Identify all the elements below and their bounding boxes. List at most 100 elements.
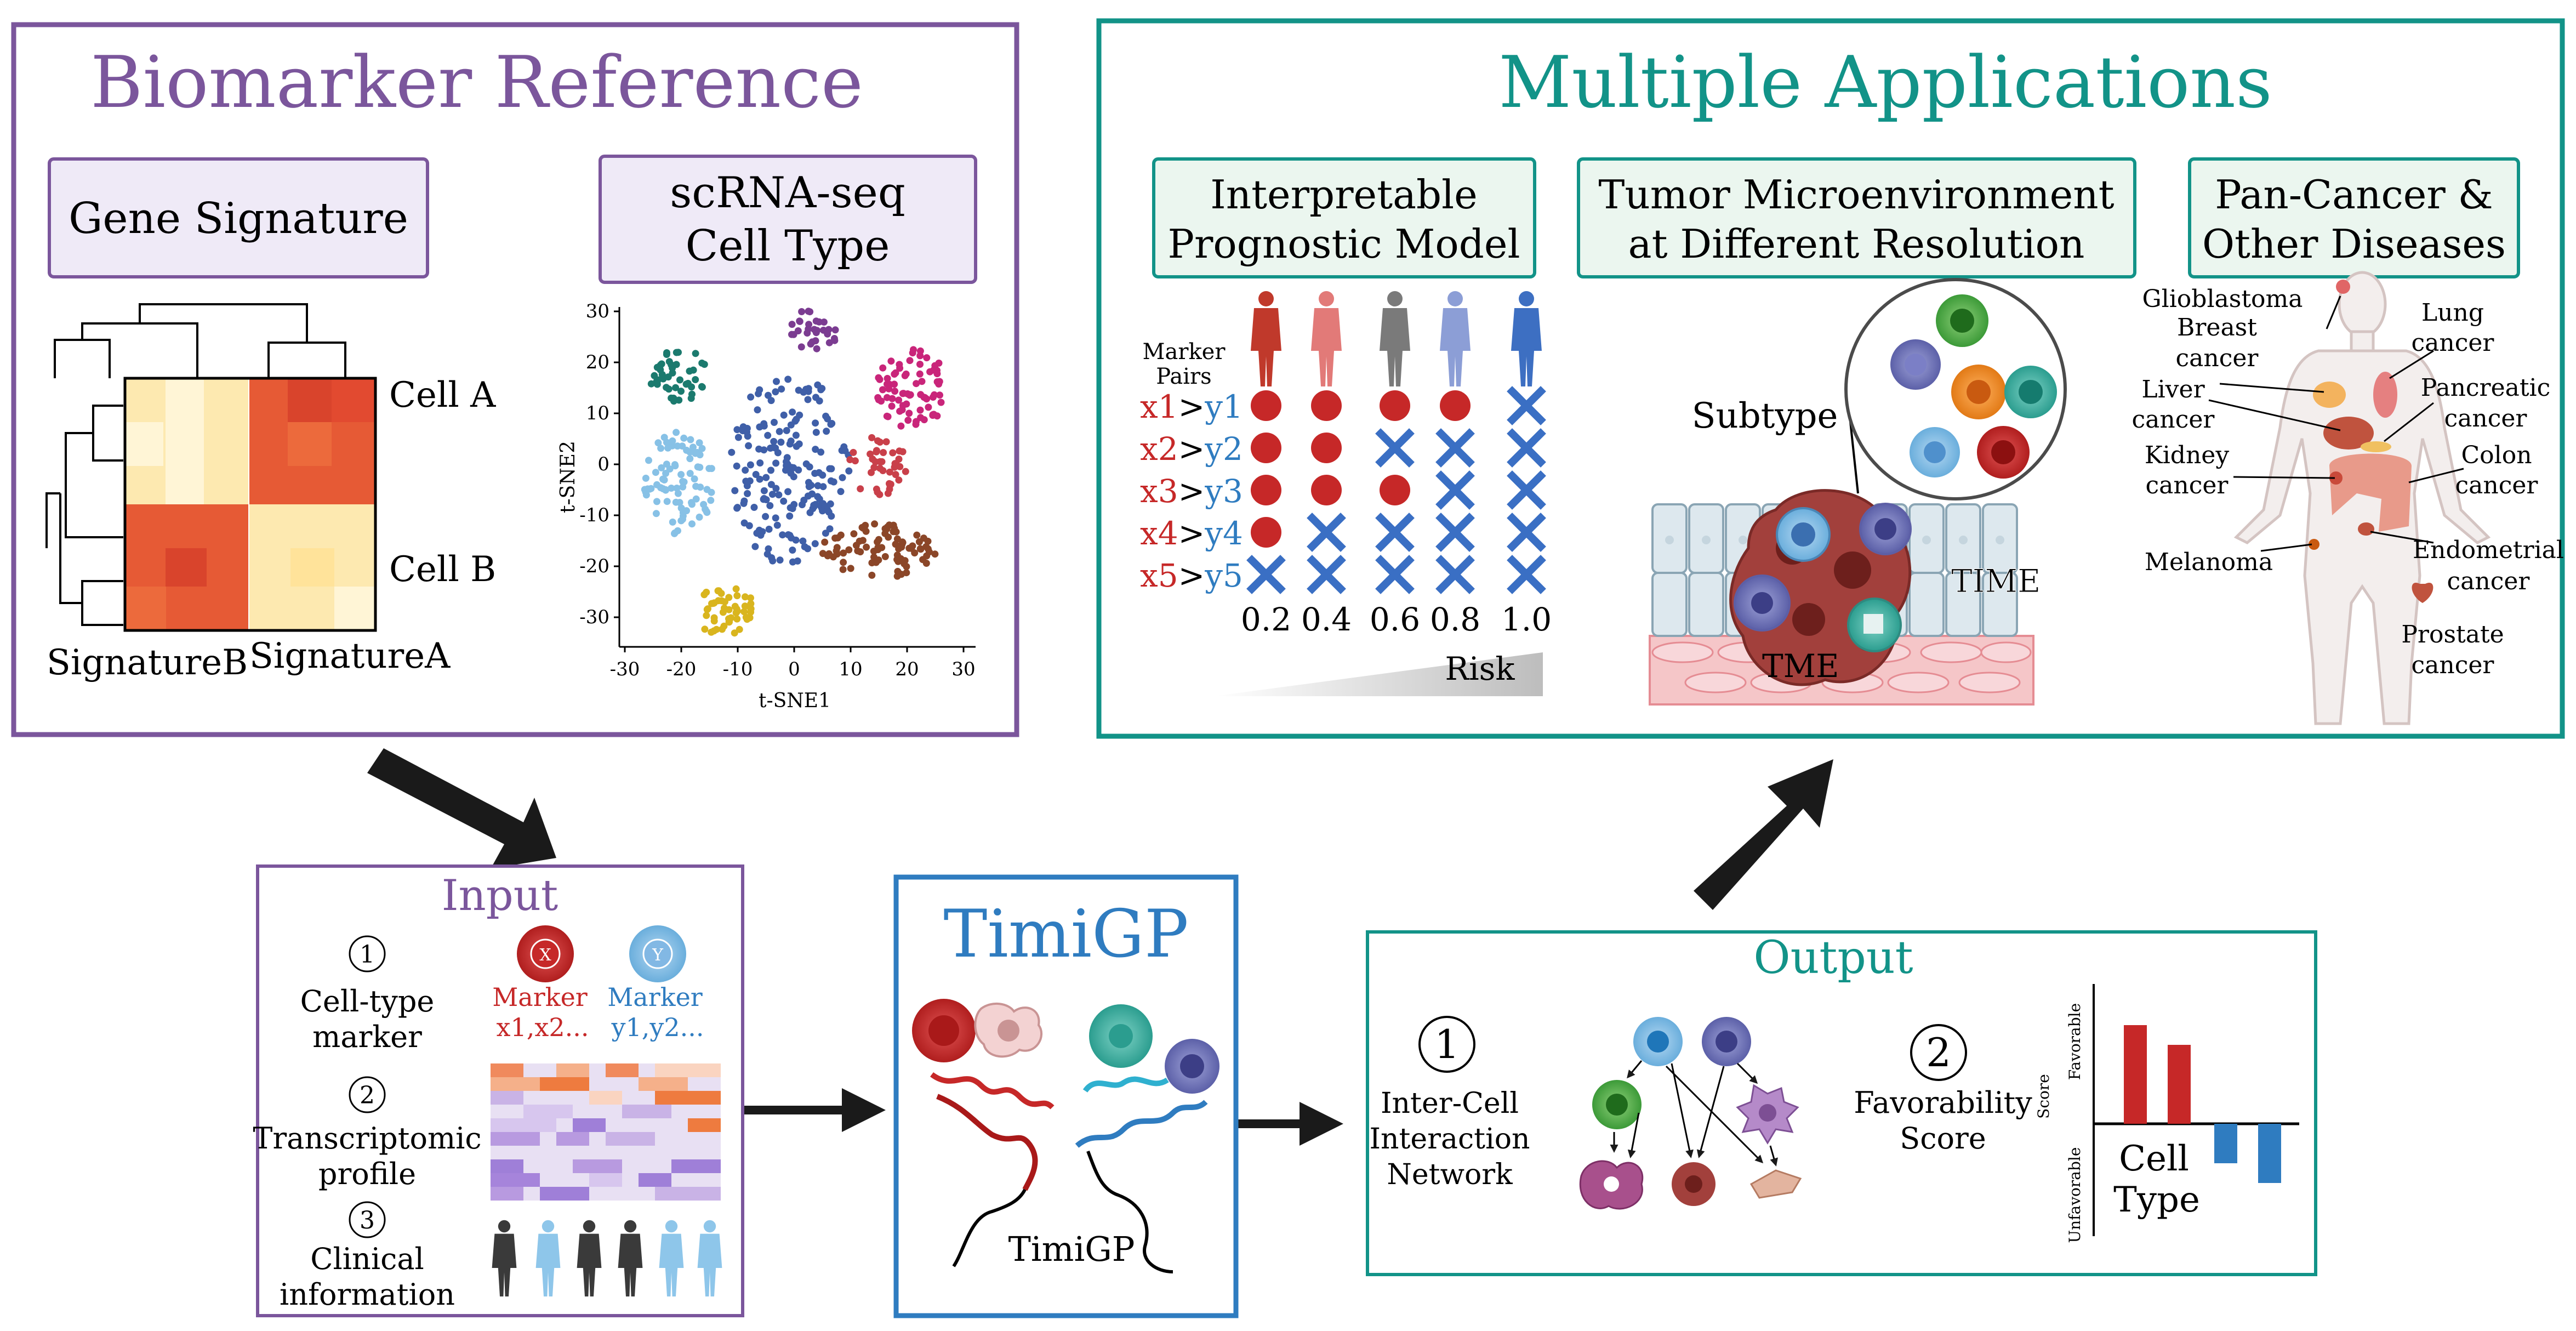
- cancer-label-kidney-2: cancer: [2146, 471, 2229, 499]
- tsne-point: [733, 462, 740, 470]
- tsne-point: [751, 543, 759, 550]
- tsne-point: [813, 345, 820, 352]
- tsne-point: [839, 566, 847, 573]
- tsne-point: [647, 380, 655, 388]
- tsne-x-tick-label: 10: [839, 658, 862, 680]
- marker-y-line2: y1,y2...: [611, 1013, 704, 1042]
- marker-x-line1: Marker: [492, 982, 588, 1012]
- tsne-point: [696, 451, 704, 459]
- tsne-point: [793, 416, 800, 423]
- tsne-point: [677, 471, 685, 479]
- input-step2-badge: [349, 1076, 386, 1113]
- prostate-icon: [2412, 583, 2433, 603]
- timigp-black-line-left: [952, 1188, 1027, 1267]
- tsne-point: [910, 346, 917, 354]
- tsne-point: [756, 459, 764, 467]
- tsne-point: [903, 400, 910, 408]
- marker-y-line1: Marker: [607, 982, 703, 1012]
- tsne-plot: -30 -20 -10 0 10 20 30 30 20 10 0 -10 -20 -30 t-SNE1…: [557, 300, 976, 712]
- tsne-xlabel: t-SNE1: [759, 690, 831, 712]
- tsne-point: [694, 463, 702, 471]
- cancer-label-prostate-2: cancer: [2412, 651, 2495, 679]
- tsne-point: [747, 605, 755, 612]
- pan-cancer-body: Glioblastoma Breast cancer Lung cancer L…: [2132, 271, 2564, 725]
- output-panel-title: Output: [1753, 932, 1913, 984]
- tsne-point: [790, 500, 798, 508]
- scrna-label-line1: scRNA-seq: [670, 168, 905, 218]
- arrow-biomarker-to-input: [367, 748, 556, 869]
- pair-cross-mark: [1375, 513, 1415, 552]
- tsne-point: [830, 478, 837, 486]
- tsne-point: [765, 525, 773, 533]
- tsne-point: [867, 450, 874, 458]
- tsne-point: [669, 437, 676, 445]
- cancer-label-pancreatic-1: Pancreatic: [2421, 374, 2551, 402]
- risk-value-label: 0.8: [1430, 601, 1480, 638]
- gene-signature-label: Gene Signature: [69, 194, 408, 243]
- pair-dot-mark: [1251, 517, 1281, 548]
- tsne-point: [906, 357, 914, 365]
- tsne-point: [778, 385, 785, 393]
- tsne-point: [772, 514, 779, 522]
- tsne-point: [733, 426, 741, 434]
- timigp-black-line-right: [1086, 1150, 1173, 1273]
- tsne-point: [642, 491, 650, 499]
- tsne-point: [790, 473, 797, 481]
- tsne-point: [692, 482, 700, 490]
- tsne-point: [779, 531, 787, 539]
- tsne-point: [787, 421, 795, 429]
- cancer-label-endometrial-2: cancer: [2447, 567, 2531, 595]
- tsne-point: [821, 538, 829, 546]
- tsne-point: [746, 461, 754, 469]
- tsne-point: [659, 485, 667, 493]
- tsne-point: [715, 587, 723, 595]
- cancer-label-melanoma: Melanoma: [2145, 548, 2273, 576]
- cancer-label-lung-1: Lung: [2421, 299, 2484, 327]
- tsne-point: [892, 471, 899, 479]
- tsne-point: [858, 524, 866, 531]
- zoom-circle: [1844, 278, 2067, 500]
- tsne-point: [806, 308, 814, 316]
- marker-pair-label: x5>y5: [1140, 557, 1243, 594]
- tsne-point: [802, 460, 810, 468]
- tsne-point: [916, 370, 924, 378]
- tsne-point: [732, 585, 740, 593]
- timigp-red-squiggle-2: [936, 1094, 1038, 1191]
- tsne-point: [787, 437, 795, 445]
- pair-cross-mark: [1507, 428, 1546, 468]
- tsne-point: [913, 380, 920, 388]
- cancer-label-glioblastoma: Glioblastoma: [2142, 285, 2303, 313]
- transcriptomic-heatmap: [491, 1063, 721, 1201]
- tsne-point: [884, 394, 891, 401]
- tsne-point: [773, 378, 780, 385]
- dendrogram-left: [45, 405, 123, 626]
- tsne-point: [764, 431, 772, 439]
- marker-pairs-label-line1: Marker: [1143, 339, 1226, 365]
- tsne-point: [742, 477, 750, 485]
- tsne-point: [772, 459, 780, 467]
- tsne-point: [812, 429, 820, 436]
- output-step2-badge: [1910, 1024, 1967, 1081]
- prognostic-model-label-line1: Interpretable: [1210, 172, 1477, 218]
- tsne-point: [833, 547, 840, 555]
- tsne-point: [733, 592, 741, 600]
- tsne-point: [916, 361, 924, 368]
- tsne-point: [676, 499, 683, 507]
- patient-figure-4: [1440, 291, 1471, 386]
- tsne-point: [767, 467, 774, 474]
- tsne-point: [817, 448, 825, 456]
- tsne-point: [719, 608, 727, 616]
- time-label: TIME: [1951, 562, 2041, 600]
- pancreas-marker: [2361, 441, 2391, 452]
- tsne-point: [812, 317, 820, 325]
- tsne-point: [664, 444, 672, 452]
- pair-dot-mark: [1251, 433, 1281, 463]
- gene-signature-label-box: [48, 157, 429, 278]
- tsne-point: [837, 488, 845, 496]
- tsne-point: [839, 474, 846, 481]
- tsne-point: [686, 455, 694, 463]
- tsne-point: [644, 485, 652, 493]
- tsne-point: [850, 530, 858, 538]
- tsne-point: [669, 369, 676, 377]
- tsne-point: [686, 470, 694, 477]
